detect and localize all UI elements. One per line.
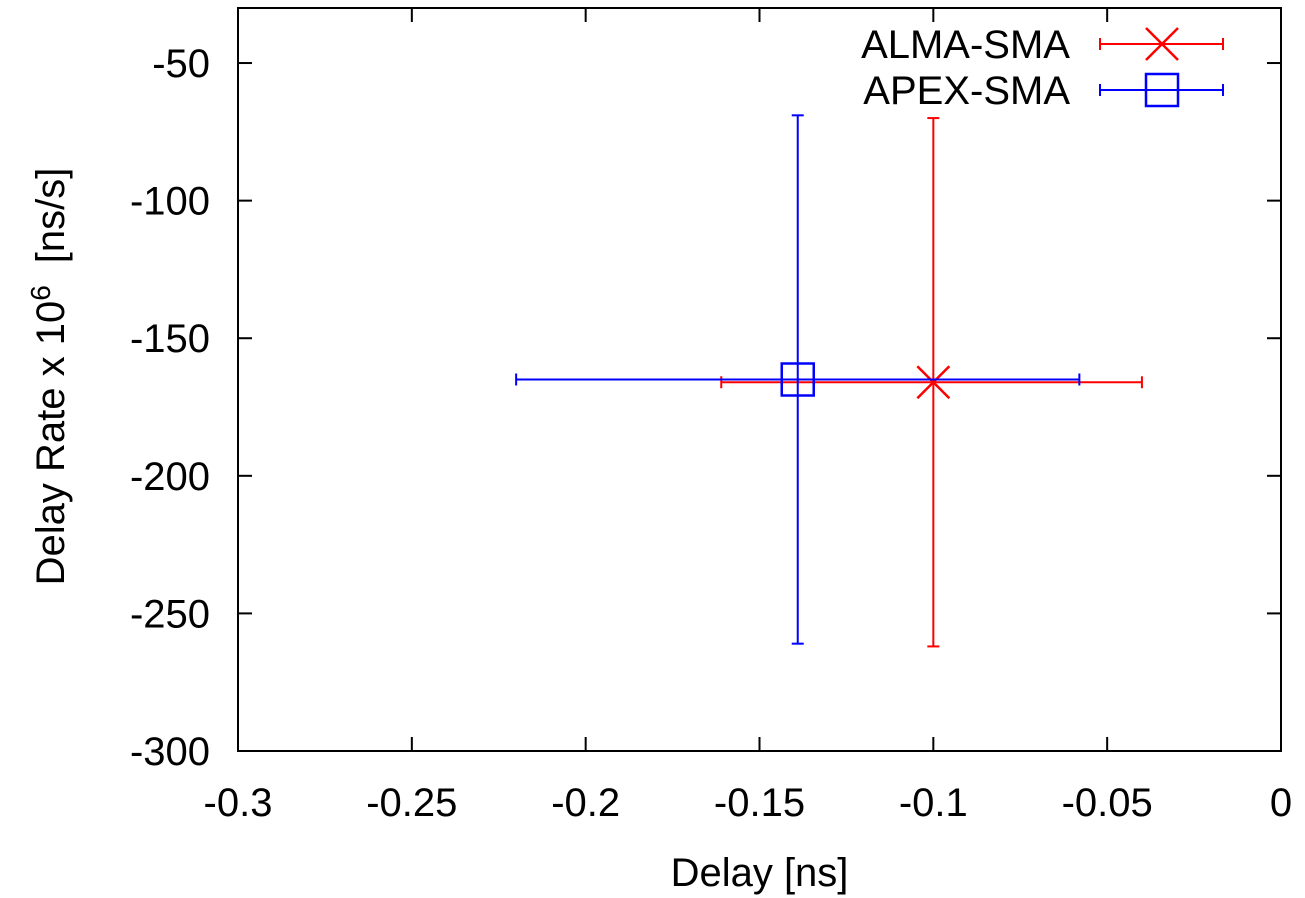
x-tick-label: -0.15 (714, 781, 805, 825)
y-axis-title-unit: [ns/s] (29, 168, 73, 264)
y-tick-label: -200 (130, 455, 210, 499)
legend-marker (1144, 72, 1180, 108)
x-axis-title: Delay [ns] (671, 851, 849, 895)
y-tick-label: -150 (130, 317, 210, 361)
y-axis-title-main: Delay Rate x 10 (29, 301, 73, 586)
legend-label: ALMA-SMA (861, 23, 1070, 67)
x-tick-label: -0.1 (899, 781, 968, 825)
y-tick-label: -100 (130, 180, 210, 224)
x-tick-label: -0.05 (1062, 781, 1153, 825)
y-axis-title-superscript: 6 (25, 285, 56, 301)
plot-layer (515, 114, 1143, 648)
legend-item-apex-sma: APEX-SMA (863, 69, 1224, 113)
data-marker (916, 365, 951, 400)
x-stroke (916, 365, 951, 400)
legend-label: APEX-SMA (863, 69, 1070, 113)
y-tick-label: -50 (152, 42, 210, 86)
x-tick-label: 0 (1270, 781, 1292, 825)
tick-labels: -0.3 -0.25 -0.2 -0.15 -0.1 -0.05 0 -300 -250 -200… (130, 42, 1292, 825)
data-point-apex-sma (515, 114, 1081, 645)
data-point-alma-sma (720, 117, 1143, 648)
y-tick-label: -250 (130, 592, 210, 636)
x-tick-label: -0.3 (204, 781, 273, 825)
legend-item-alma-sma: ALMA-SMA (861, 23, 1224, 67)
y-axis-title: Delay Rate x 106 [ns/s] (25, 168, 73, 586)
legend-marker (1145, 27, 1179, 61)
x-tick-label: -0.25 (366, 781, 457, 825)
ticks-layer (237, 8, 1282, 752)
data-marker (780, 362, 815, 397)
y-tick-label: -300 (130, 730, 210, 774)
x-tick-label: -0.2 (551, 781, 620, 825)
x-stroke (1145, 27, 1179, 61)
